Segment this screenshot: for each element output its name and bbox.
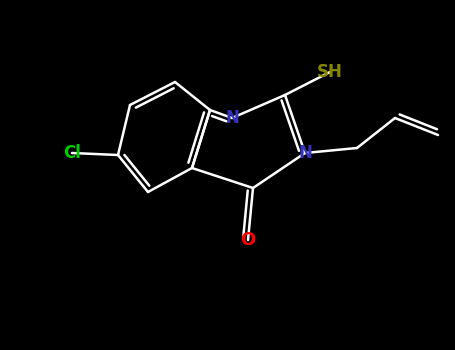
- Text: N: N: [298, 144, 312, 162]
- Text: N: N: [225, 109, 239, 127]
- Text: SH: SH: [317, 63, 343, 81]
- Text: O: O: [240, 231, 256, 249]
- Text: Cl: Cl: [63, 144, 81, 162]
